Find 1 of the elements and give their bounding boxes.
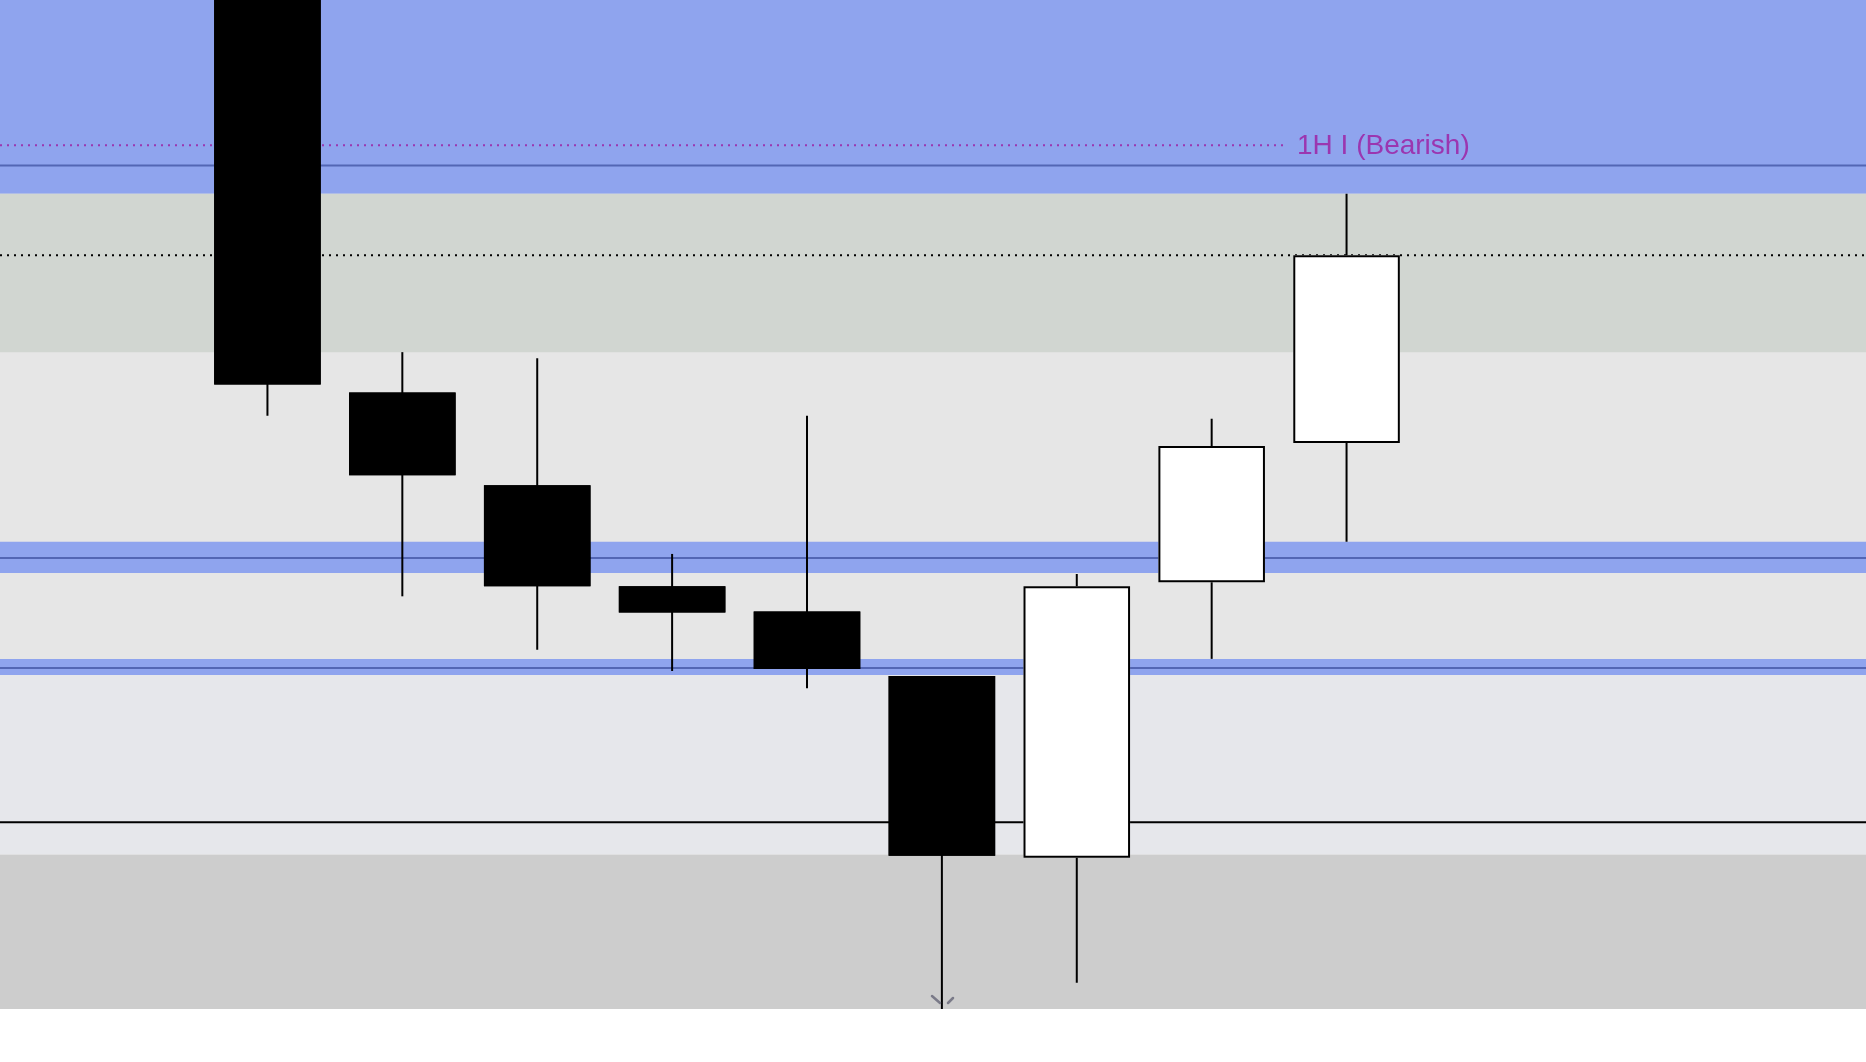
ref-line-label: 1H I (Bearish)	[1297, 129, 1470, 161]
